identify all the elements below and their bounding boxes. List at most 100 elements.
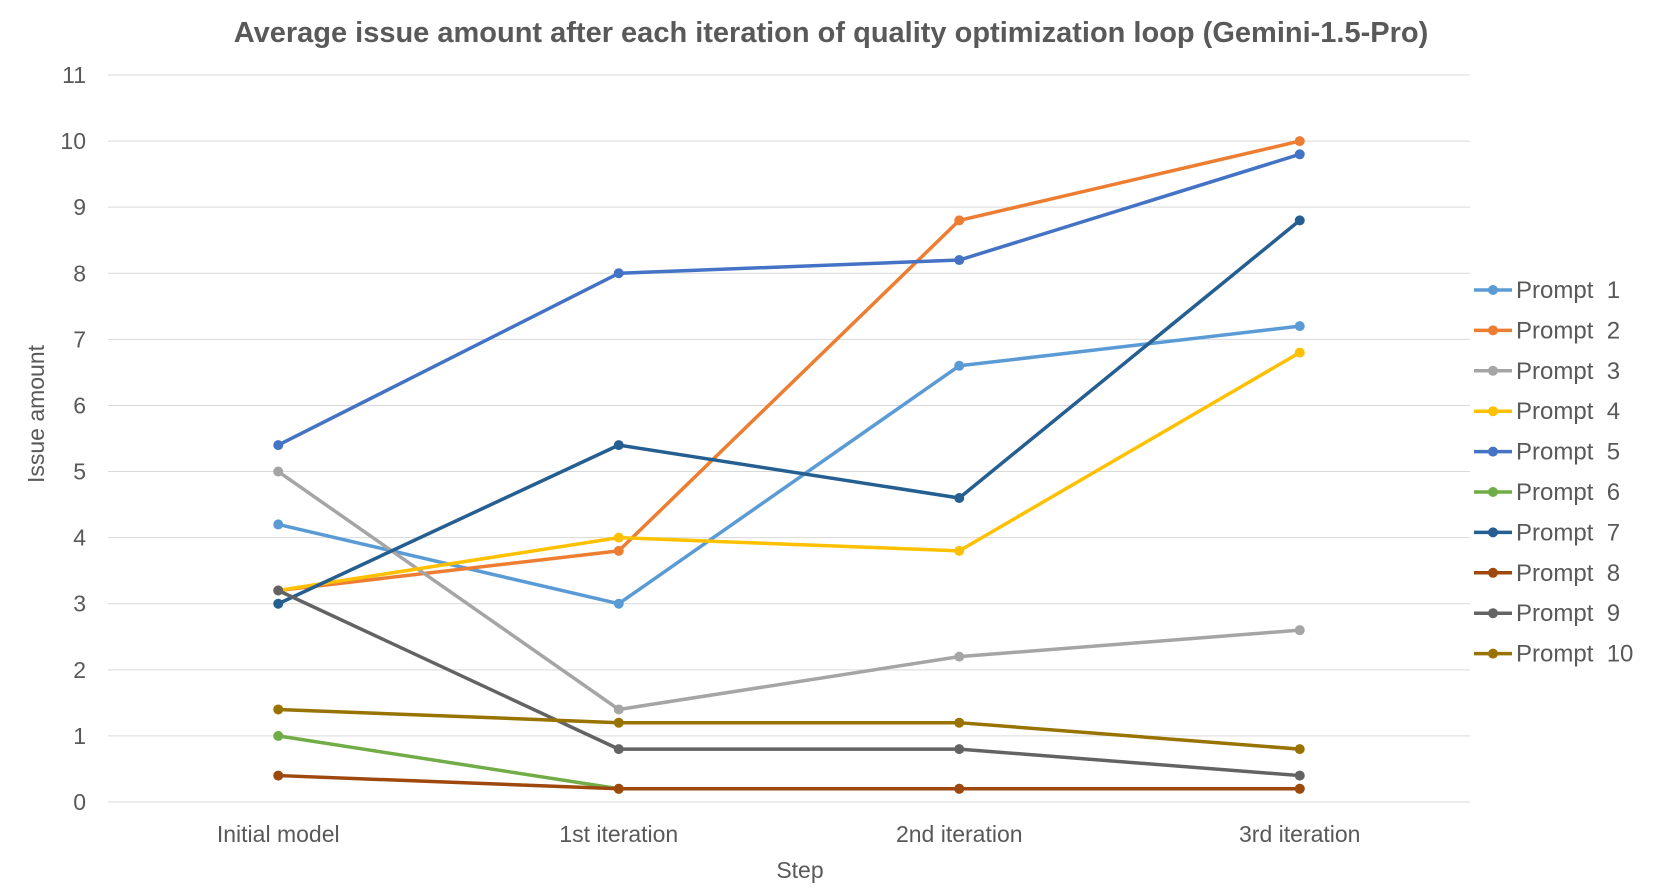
legend-item: Prompt 2 <box>1474 317 1620 344</box>
y-tick-label: 11 <box>62 62 86 88</box>
x-axis-ticks: Initial model 1st iteration 2nd iteration 3… <box>217 821 1361 847</box>
x-tick-label: 3rd iteration <box>1239 821 1360 847</box>
data-point <box>613 598 624 609</box>
y-tick-label: 1 <box>73 723 86 749</box>
series-line <box>276 350 1302 593</box>
data-point <box>613 717 624 728</box>
legend-label: Prompt 3 <box>1516 358 1620 385</box>
legend-label: Prompt 2 <box>1516 317 1620 344</box>
data-point <box>273 770 284 781</box>
y-tick-label: 5 <box>73 459 86 485</box>
data-point <box>954 255 965 266</box>
y-axis-label: Issue amount <box>23 344 49 483</box>
legend-swatch-marker <box>1488 648 1498 659</box>
legend-label: Prompt 1 <box>1516 277 1620 304</box>
data-point <box>273 730 284 741</box>
series-line <box>276 152 1302 447</box>
data-point <box>1294 215 1305 226</box>
legend-swatch-marker <box>1488 487 1498 497</box>
x-tick-label: 2nd iteration <box>896 821 1023 847</box>
data-point <box>273 585 284 596</box>
legend-item: Prompt 10 <box>1474 641 1633 668</box>
chart-title: Average issue amount after each iteratio… <box>234 17 1429 49</box>
y-tick-label: 9 <box>73 194 86 220</box>
legend-swatch-marker <box>1488 325 1498 336</box>
legend-swatch-marker <box>1488 567 1498 578</box>
data-point <box>613 532 624 543</box>
data-point <box>1294 136 1305 147</box>
data-point <box>954 492 965 503</box>
y-tick-label: 6 <box>73 392 86 418</box>
data-point <box>273 519 284 530</box>
series-5 <box>273 149 1305 451</box>
legend-swatch-marker <box>1488 608 1498 619</box>
data-point <box>954 545 965 556</box>
data-point <box>1294 321 1305 332</box>
legend-item: Prompt 5 <box>1474 439 1620 466</box>
series-lines <box>273 136 1305 794</box>
legend-label: Prompt 9 <box>1516 600 1620 627</box>
legend-item: Prompt 1 <box>1474 277 1620 304</box>
y-tick-label: 2 <box>73 657 86 683</box>
series-10 <box>273 704 1305 755</box>
gridlines <box>108 74 1470 803</box>
y-tick-label: 0 <box>73 789 86 815</box>
series-9 <box>273 585 1305 781</box>
x-axis-label: Step <box>776 857 823 883</box>
y-axis-ticks: 0 1 2 3 4 5 6 7 8 9 10 11 <box>60 62 86 815</box>
y-tick-label: 3 <box>73 591 86 617</box>
series-3 <box>273 466 1305 715</box>
legend-label: Prompt 6 <box>1516 479 1620 506</box>
series-line <box>276 773 1302 791</box>
series-8 <box>273 770 1305 794</box>
data-point <box>954 717 965 728</box>
data-point <box>1294 625 1305 636</box>
data-point <box>273 440 284 451</box>
series-2 <box>273 136 1305 596</box>
legend: Prompt 1 Prompt 2 Prompt 3 Prompt 4 Prompt 5… <box>1474 277 1633 668</box>
legend-swatch-marker <box>1488 406 1498 417</box>
legend-label: Prompt 7 <box>1516 519 1620 546</box>
data-point <box>954 651 965 662</box>
legend-swatch-marker <box>1488 285 1498 295</box>
data-point <box>613 704 624 715</box>
series-line <box>276 218 1302 606</box>
data-point <box>613 440 624 451</box>
legend-swatch-marker <box>1488 527 1498 538</box>
data-point <box>613 268 624 279</box>
data-point <box>273 598 284 609</box>
legend-label: Prompt 8 <box>1516 560 1620 587</box>
data-point <box>954 360 965 371</box>
series-line <box>276 139 1302 593</box>
series-line <box>276 707 1302 751</box>
data-point <box>613 744 624 755</box>
data-point <box>954 783 965 794</box>
series-7 <box>273 215 1305 609</box>
y-tick-label: 8 <box>73 260 86 286</box>
data-point <box>954 215 965 226</box>
legend-item: Prompt 3 <box>1474 358 1620 385</box>
data-point <box>1294 744 1305 755</box>
x-tick-label: Initial model <box>217 821 340 847</box>
legend-item: Prompt 7 <box>1474 519 1620 546</box>
data-point <box>1294 783 1305 794</box>
data-point <box>273 704 284 715</box>
data-point <box>613 545 624 556</box>
legend-label: Prompt 4 <box>1516 398 1620 425</box>
data-point <box>954 744 965 755</box>
data-point <box>1294 149 1305 160</box>
data-point <box>273 466 284 477</box>
data-point <box>613 783 624 794</box>
legend-item: Prompt 4 <box>1474 398 1620 425</box>
y-tick-label: 4 <box>73 525 86 551</box>
legend-label: Prompt 5 <box>1516 439 1620 466</box>
legend-label: Prompt 10 <box>1516 641 1633 668</box>
legend-swatch-marker <box>1488 446 1498 457</box>
legend-item: Prompt 8 <box>1474 560 1620 587</box>
series-line <box>276 588 1302 778</box>
series-line <box>276 469 1302 712</box>
data-point <box>1294 770 1305 781</box>
y-tick-label: 7 <box>73 326 86 352</box>
